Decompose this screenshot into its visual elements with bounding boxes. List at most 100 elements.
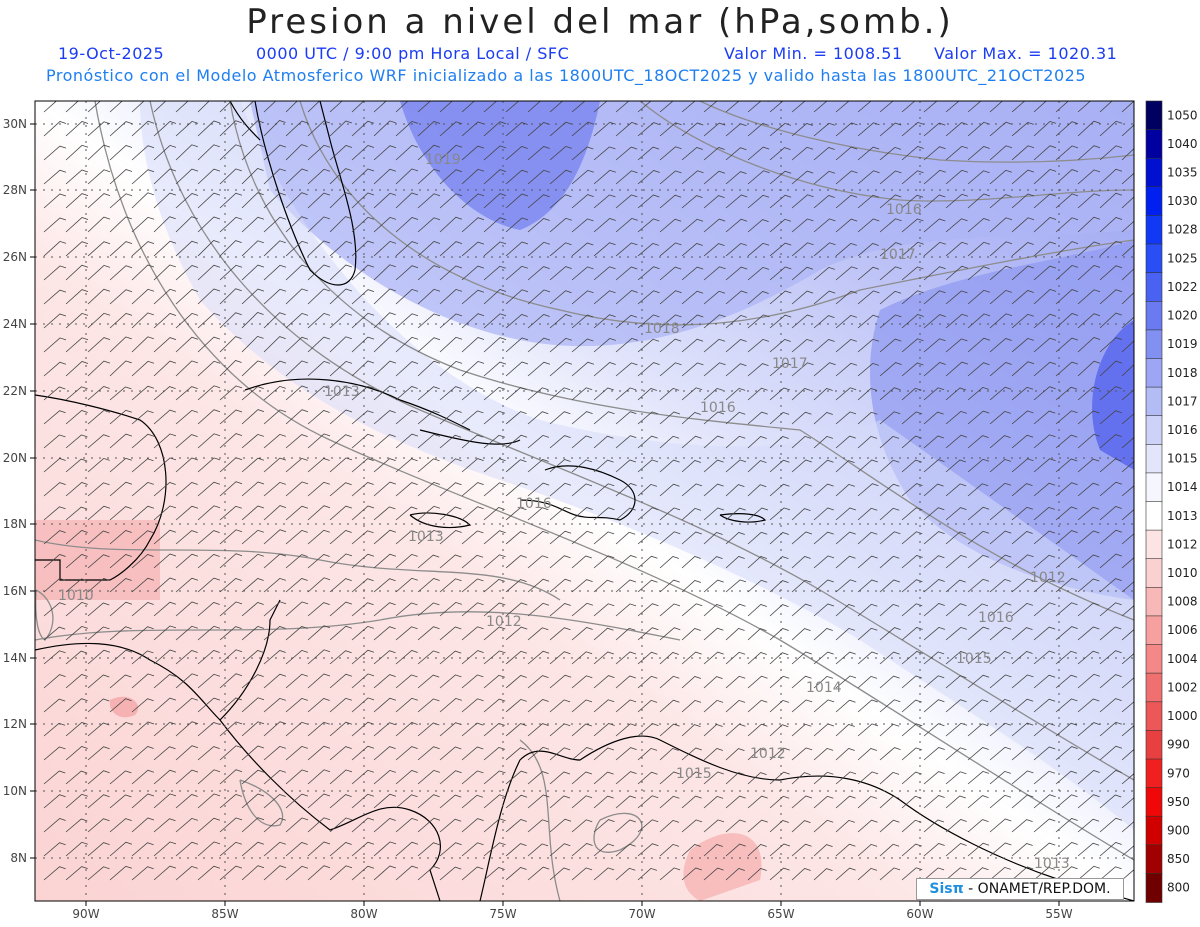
wind-barb (813, 603, 835, 617)
wind-barb (1033, 698, 1056, 713)
wind-barb (703, 101, 726, 113)
colorbar-swatch (1145, 529, 1163, 560)
wind-barb (1033, 168, 1057, 185)
wind-barb (923, 579, 945, 593)
wind-barb (263, 601, 287, 617)
wind-barb (769, 604, 789, 617)
wind-barb (901, 747, 923, 761)
wind-barb (791, 459, 812, 473)
wind-barb (615, 507, 636, 521)
wind-barb (87, 602, 110, 617)
wind-barb (923, 843, 945, 857)
wind-barb (197, 505, 221, 521)
wind-barb (417, 313, 441, 329)
wind-barb (241, 578, 264, 593)
wind-barb (175, 721, 199, 737)
wind-barb (637, 699, 658, 713)
wind-barb (285, 673, 308, 689)
wind-barb (857, 795, 878, 809)
wind-barb (1077, 264, 1101, 281)
wind-barb (307, 817, 331, 833)
latitude-ticks (30, 123, 35, 859)
wind-barb (439, 746, 462, 761)
wind-barb (835, 531, 856, 545)
wind-barb (65, 386, 88, 401)
wind-barb (43, 746, 66, 761)
wind-barb (1099, 817, 1123, 833)
wind-barb (857, 459, 878, 473)
wind-barb (747, 460, 767, 473)
wind-barb (813, 101, 835, 113)
lon-label: 70W (628, 907, 655, 921)
wind-barb (813, 362, 836, 377)
wind-barb (1077, 626, 1100, 641)
wind-barb (329, 530, 352, 545)
wind-barb (153, 192, 177, 209)
wind-barb (43, 482, 66, 497)
wind-barb (131, 360, 155, 377)
wind-barb (1099, 698, 1122, 713)
wind-barb (967, 603, 989, 617)
wind-barb (901, 603, 923, 617)
wind-barb (1099, 529, 1123, 545)
wind-barb (483, 458, 506, 473)
wind-barb (373, 458, 396, 473)
time-label: 0000 UTC / 9:00 pm Hora Local / SFC (256, 44, 570, 63)
wind-barb (65, 818, 88, 833)
wind-barb (197, 481, 221, 497)
wind-barb (857, 603, 878, 617)
wind-barb (703, 147, 725, 161)
wind-barb (87, 312, 111, 329)
wind-barb (351, 769, 374, 785)
wind-barb (681, 243, 703, 257)
wind-barb (263, 553, 287, 569)
wind-barb (505, 169, 529, 185)
wind-barb (285, 192, 308, 209)
wind-barb (1033, 482, 1056, 497)
wind-barb (1099, 602, 1122, 617)
wind-barb (351, 410, 374, 425)
wind-barb (483, 698, 506, 713)
wind-barb (769, 820, 789, 833)
isobar-label: 1019 (425, 152, 461, 168)
wind-barb (285, 240, 309, 257)
wind-barb (659, 652, 679, 665)
wind-barb (219, 745, 243, 761)
wind-barb (461, 722, 484, 737)
wind-barb (351, 505, 375, 521)
wind-barb (1011, 531, 1033, 545)
wind-barb (87, 530, 110, 545)
wind-barb (549, 194, 572, 209)
wind-barb (175, 769, 199, 785)
wind-barb (1055, 264, 1079, 281)
wind-barb (505, 101, 520, 113)
wind-barb (703, 579, 724, 593)
wind-barb (747, 531, 768, 545)
wind-barb (461, 168, 485, 185)
wind-barb (769, 459, 790, 473)
wind-barb (923, 241, 946, 257)
wind-barb (681, 290, 704, 305)
wind-barb (967, 651, 989, 665)
wind-barb (659, 748, 679, 761)
wind-barb (637, 266, 660, 281)
wind-barb (967, 386, 989, 401)
wind-barb (329, 264, 353, 281)
wind-barb (197, 360, 221, 377)
wind-barb (175, 336, 199, 353)
wind-barb (1121, 389, 1134, 401)
wind-barb (109, 865, 132, 881)
wind-barb (549, 266, 572, 281)
wind-barb (945, 675, 967, 689)
wind-barb (461, 866, 484, 881)
wind-barb (989, 265, 1013, 281)
wind-barb (681, 699, 702, 713)
wind-barb (923, 435, 945, 449)
wind-barb (43, 674, 66, 689)
wind-barb (769, 290, 792, 305)
wind-barb (791, 314, 814, 329)
wind-barb (175, 865, 198, 881)
wind-barb (1099, 674, 1122, 689)
lat-label: 24N (3, 317, 27, 331)
wind-barb (241, 386, 264, 401)
